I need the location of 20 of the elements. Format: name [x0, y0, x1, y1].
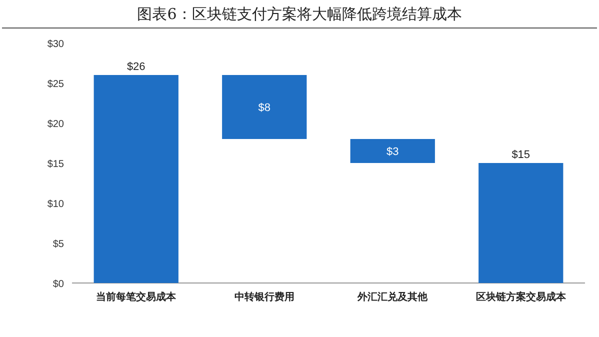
data-label: $26	[126, 61, 146, 73]
y-tick-label: $30	[47, 39, 64, 50]
x-tick-label: 中转银行费用	[234, 291, 294, 303]
bar	[350, 139, 435, 163]
x-tick-label: 当前每笔交易成本	[96, 291, 178, 303]
data-label: $15	[512, 149, 530, 161]
x-tick-label: 外汇汇兑及其他	[356, 291, 429, 303]
y-tick-label: $10	[47, 199, 64, 210]
bar	[94, 75, 178, 283]
data-label: $8	[258, 102, 270, 114]
y-tick-label: $0	[52, 279, 64, 290]
y-tick-label: $20	[47, 119, 64, 130]
y-tick-label: $5	[52, 239, 64, 250]
data-label: $3	[386, 146, 399, 158]
y-tick-label: $25	[47, 79, 64, 90]
y-tick-label: $15	[47, 159, 64, 170]
bar	[478, 163, 564, 283]
bar	[222, 75, 307, 139]
x-tick-label: 区块链方案交易成本	[476, 291, 567, 303]
chart-title: 图表6：区块链支付方案将大幅降低跨境结算成本	[137, 5, 462, 23]
